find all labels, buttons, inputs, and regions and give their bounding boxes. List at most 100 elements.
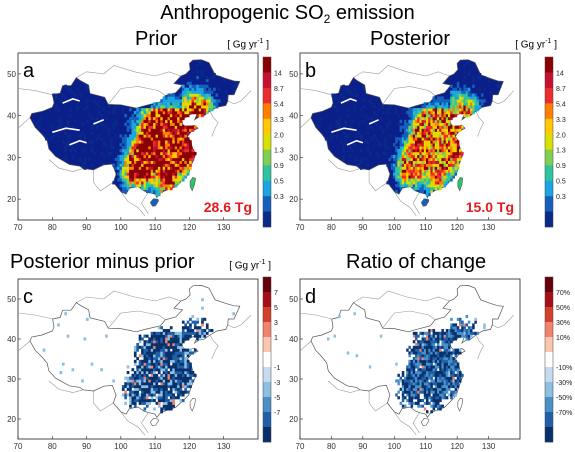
grid-cell [408,181,411,185]
grid-cell [177,357,180,361]
grid-cell [181,134,185,138]
grid-cell [483,99,486,103]
grid-cell [401,387,405,391]
grid-cell [124,160,127,164]
grid-cell [415,175,418,179]
grid-cell [203,99,207,103]
grid-cell [445,131,449,135]
grid-cell [172,382,175,386]
grid-cell [165,146,168,150]
grid-cell [153,387,156,391]
grid-cell [177,163,180,167]
grid-cell [415,181,418,185]
grid-cell [423,368,427,372]
grid-cell [399,157,403,162]
grid-cell [434,134,438,138]
grid-cell [362,99,365,103]
country-border [368,391,388,412]
grid-cell [167,337,171,341]
grid-cell [165,181,168,185]
grid-cell [162,379,166,383]
grid-cell [410,166,414,170]
grid-cell [138,184,142,188]
grid-cell [421,404,425,408]
grid-cell [428,189,431,194]
grid-cell [181,340,185,344]
grid-cell [437,154,440,159]
grid-cell [441,373,444,377]
grid-cell [404,181,407,185]
grid-cell [412,187,416,191]
grid-cell [417,181,420,185]
grid-cell [162,169,166,173]
grid-cell [395,163,398,167]
grid-cell [160,399,163,403]
grid-cell [136,163,139,167]
grid-cell [441,334,444,338]
grid-cell [167,93,171,97]
grid-cell [155,166,159,170]
grid-cell [155,143,159,147]
grid-cell [445,343,449,347]
grid-cell [148,362,151,366]
grid-cell [456,151,460,156]
grid-cell [441,111,444,115]
grid-cell [186,390,190,394]
grid-cell [52,134,55,138]
grid-cell [169,345,173,349]
grid-cell [203,93,207,97]
grid-cell [136,114,139,118]
grid-cell [412,119,416,124]
grid-cell [401,151,405,156]
grid-cell [165,354,168,358]
grid-cell [145,111,149,115]
colorbar-label: 70% [556,290,570,297]
grid-cell [421,357,425,361]
grid-cell [177,334,180,338]
grid-cell [452,379,455,383]
grid-cell [189,385,192,389]
grid-cell [417,404,420,408]
grid-cell [160,137,163,141]
grid-cell [184,323,187,327]
grid-cell [428,175,431,179]
colorbar-label: 1.3 [274,148,284,155]
grid-cell [443,175,447,179]
grid-cell [126,371,130,375]
grid-cell [121,175,125,179]
grid-cell [143,396,147,400]
grid-cell [141,368,144,372]
grid-cell [174,348,178,352]
grid-cell [148,163,151,167]
lon-tick-label: 80 [48,442,57,451]
grid-cell [465,102,469,106]
grid-cell [419,134,422,138]
grid-cell [443,169,447,173]
country-border [209,111,219,137]
grid-cell [439,105,442,109]
grid-cell [417,379,420,383]
grid-cell [119,134,123,138]
grid-cell [162,340,166,344]
grid-cell [186,331,190,335]
grid-cell [172,149,175,153]
grid-cell [432,160,436,164]
grid-cell [131,172,135,176]
grid-cell [148,343,151,347]
grid-cell [423,401,427,405]
grid-cell [162,116,166,121]
grid-cell [131,373,135,377]
grid-cell [157,351,161,355]
grid-cell [417,373,420,377]
grid-cell [448,166,451,170]
grid-cell [177,154,180,159]
grid-cell [141,351,144,355]
grid-cell [160,125,163,129]
grid-cell [136,157,139,162]
grid-cell [141,184,144,188]
grid-cell [448,334,451,338]
grid-cell [426,345,429,349]
grid-cell [153,184,156,188]
grid-cell [186,87,190,91]
grid-cell [167,345,171,349]
